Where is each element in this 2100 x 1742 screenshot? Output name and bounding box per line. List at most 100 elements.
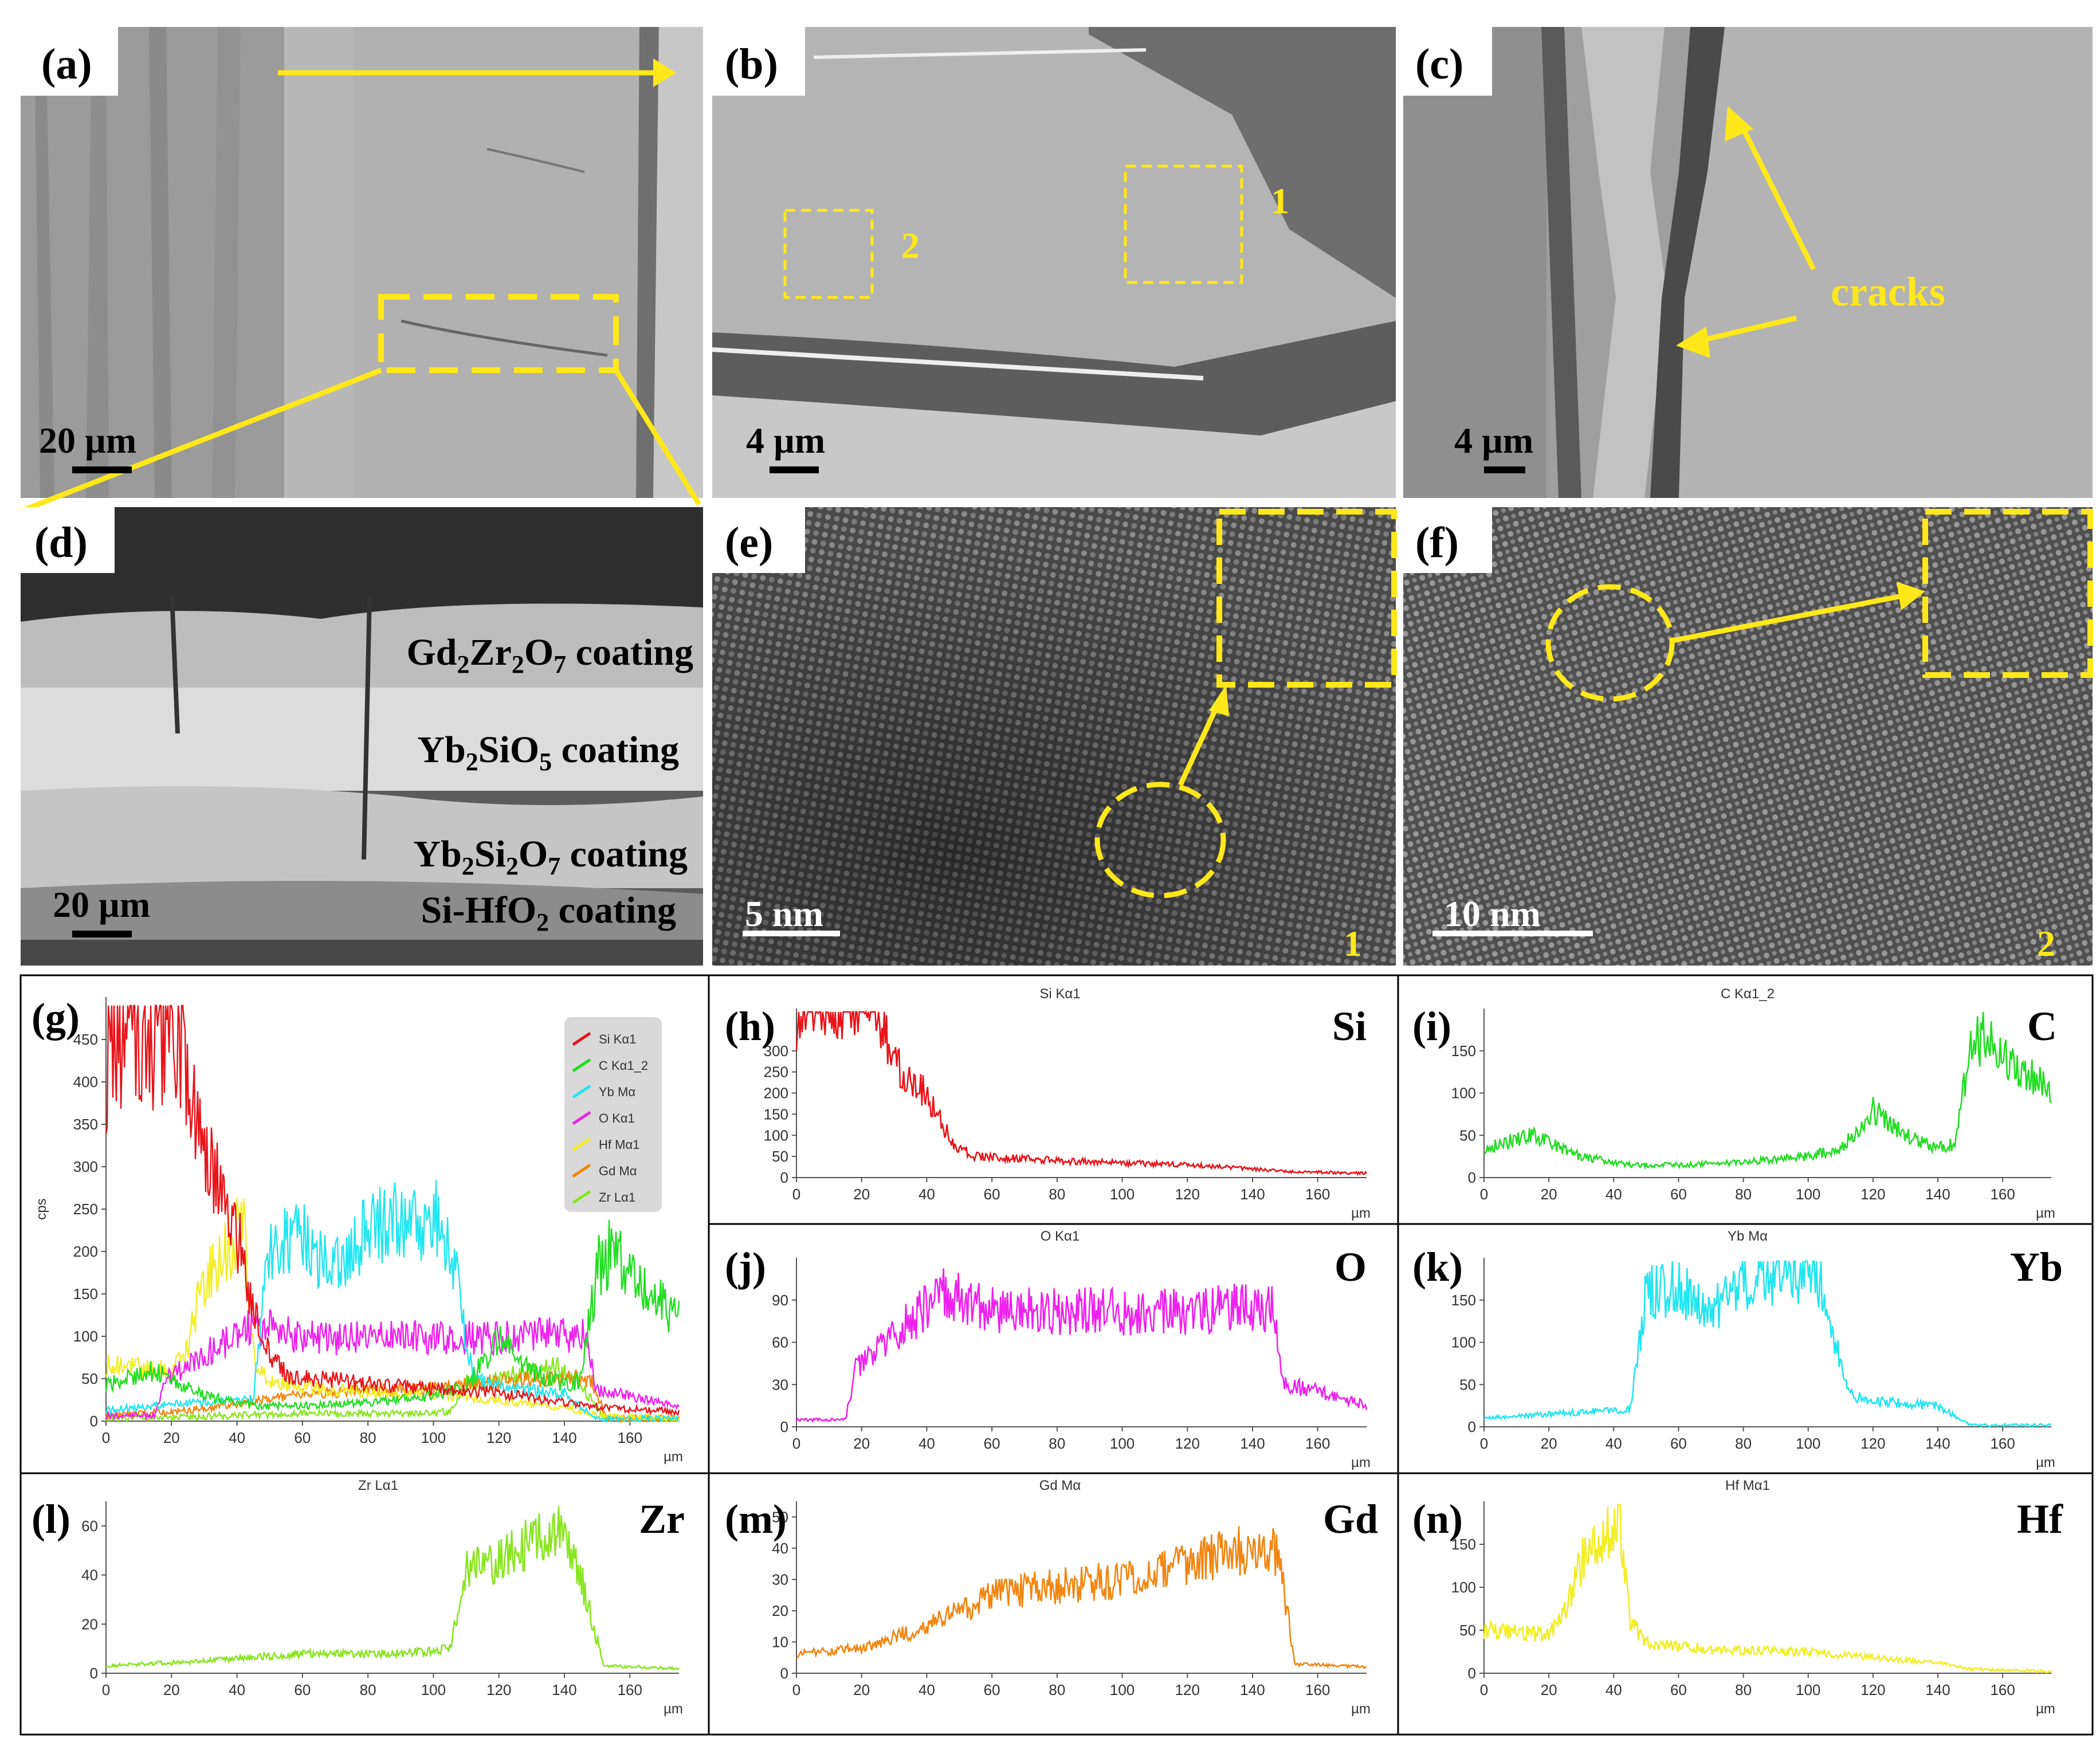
axes-m: 0 20 40 60 80 100 120 140 160 0 10 20 30 40 50 µm	[772, 1501, 1371, 1717]
x-tick-label: 120	[1175, 1435, 1200, 1452]
axes-k: 0 20 40 60 80 100 120 140 160 0 50 100 150 µm	[1451, 1258, 2055, 1470]
x-tick-label: 40	[1606, 1435, 1622, 1452]
x-tick-label: 0	[102, 1681, 110, 1698]
x-tick-label: 140	[552, 1429, 576, 1446]
x-axis-label-k: µm	[2036, 1455, 2055, 1470]
legend-entry: Hf Mα1	[599, 1137, 639, 1152]
y-tick-label: 100	[1451, 1579, 1476, 1596]
x-tick-label: 80	[1049, 1435, 1065, 1452]
y-tick-label: 50	[772, 1508, 788, 1525]
y-tick-label: 0	[780, 1418, 788, 1435]
x-tick-label: 20	[853, 1186, 870, 1203]
x-tick-label: 120	[1175, 1186, 1200, 1203]
layer-label-gd2zr2o7: Gd2Zr2O7 coating	[406, 631, 693, 678]
legend-entry: Si Kα1	[599, 1032, 636, 1046]
chart-grid-frame	[19, 974, 2094, 1736]
chart-title-j: O Kα1	[1041, 1229, 1080, 1244]
combined-series-O	[105, 1308, 680, 1421]
legend-swatch	[572, 1163, 591, 1178]
y-tick-label: 0	[1468, 1418, 1476, 1435]
y-tick-label: 50	[1459, 1622, 1476, 1639]
x-tick-label: 60	[1670, 1681, 1687, 1698]
x-tick-label: 20	[1541, 1435, 1557, 1452]
x-tick-label: 20	[1541, 1681, 1557, 1698]
y-tick-label: 60	[81, 1517, 98, 1535]
panel-n-label: (n)	[1412, 1496, 1463, 1542]
x-tick-label: 60	[984, 1435, 1000, 1452]
y-tick-label: 20	[772, 1602, 788, 1619]
x-tick-label: 160	[1990, 1681, 2015, 1698]
x-tick-label: 160	[1305, 1681, 1330, 1698]
y-tick-label: 0	[780, 1169, 788, 1186]
panel-b-label: (b)	[725, 40, 778, 88]
x-tick-label: 40	[229, 1429, 245, 1446]
y-tick-label: 20	[81, 1615, 98, 1633]
axes-l: 0 20 40 60 80 100 120 140 160 0 20 40 60 µm	[81, 1501, 683, 1717]
element-symbol-k: Yb	[2010, 1244, 2063, 1290]
x-tick-label: 20	[163, 1429, 180, 1446]
legend-swatch	[572, 1111, 591, 1125]
y-tick-label: 150	[73, 1285, 98, 1302]
x-tick-label: 140	[1925, 1435, 1950, 1452]
x-tick-label: 0	[1480, 1681, 1488, 1698]
x-tick-label: 40	[1606, 1186, 1622, 1203]
series-line-O	[795, 1268, 1368, 1423]
axes-i: 0 20 40 60 80 100 120 140 160 0 50 100 150 µm	[1451, 1009, 2055, 1221]
element-symbol-i: C	[2027, 1003, 2057, 1049]
y-tick-label: 200	[73, 1243, 98, 1260]
region-label-2: 2	[901, 225, 920, 266]
y-tick-label: 300	[764, 1042, 788, 1060]
panel-e-corner-number: 1	[1344, 923, 1362, 964]
axes-g: 0 20 40 60 80 100 120 140 160 0 50 100 150 200 250 300 3…	[34, 997, 683, 1465]
x-tick-label: 60	[1670, 1435, 1687, 1452]
chart-title-h: Si Kα1	[1039, 986, 1080, 1002]
x-axis-label-j: µm	[1351, 1455, 1371, 1470]
x-tick-label: 60	[984, 1186, 1000, 1203]
scale-bar-b: 4 µm	[746, 420, 825, 461]
series-line-Hf	[1483, 1504, 2052, 1674]
x-tick-label: 20	[853, 1435, 870, 1452]
series-line-C	[1483, 1011, 2052, 1171]
scale-bar-a: 20 µm	[39, 420, 136, 461]
chart-title-i: C Kα1_2	[1721, 986, 1775, 1002]
x-tick-label: 0	[792, 1186, 800, 1203]
x-tick-label: 100	[1796, 1681, 1820, 1698]
panel-a: (a) 20 µm	[19, 27, 703, 514]
x-tick-label: 40	[918, 1681, 935, 1698]
y-tick-label: 50	[81, 1370, 98, 1387]
panel-j-label: (j)	[725, 1244, 766, 1290]
x-axis-label-l: µm	[664, 1701, 683, 1717]
legend-swatch	[572, 1137, 591, 1152]
x-tick-label: 80	[1049, 1186, 1065, 1203]
element-symbol-m: Gd	[1323, 1496, 1378, 1542]
element-symbol-n: Hf	[2017, 1496, 2063, 1542]
y-tick-label: 0	[1468, 1169, 1476, 1186]
x-tick-label: 100	[421, 1681, 446, 1698]
x-tick-label: 160	[1990, 1186, 2015, 1203]
x-tick-label: 0	[792, 1435, 800, 1452]
y-tick-label: 0	[90, 1665, 98, 1682]
panel-g-label: (g)	[32, 995, 80, 1041]
x-tick-label: 140	[1925, 1186, 1950, 1203]
legend-swatch	[572, 1031, 591, 1046]
eds-line-scan-charts: 0 20 40 60 80 100 120 140 1600501001502002503003…	[32, 986, 2063, 1717]
legend-swatch	[572, 1058, 591, 1073]
x-tick-label: 80	[1735, 1681, 1752, 1698]
panel-c-label: (c)	[1415, 40, 1463, 88]
combined-series-C	[105, 1219, 680, 1412]
combined-series-Zr	[105, 1357, 679, 1424]
y-tick-label: 90	[772, 1292, 788, 1309]
x-axis-label-m: µm	[1351, 1701, 1371, 1717]
panel-e-label: (e)	[725, 519, 773, 567]
x-tick-label: 140	[1240, 1435, 1265, 1452]
panel-m-label: (m)	[725, 1496, 787, 1542]
x-tick-label: 160	[618, 1681, 642, 1698]
panel-f-corner-number: 2	[2037, 923, 2055, 964]
x-tick-label: 100	[421, 1429, 446, 1446]
y-tick-label: 200	[764, 1085, 788, 1102]
x-tick-label: 140	[552, 1681, 576, 1698]
x-axis-label-h: µm	[1351, 1206, 1371, 1221]
panel-d: (d) Gd2Zr2O7 coating Yb2SiO5 coating Yb2…	[21, 507, 703, 966]
x-tick-label: 60	[984, 1681, 1000, 1698]
